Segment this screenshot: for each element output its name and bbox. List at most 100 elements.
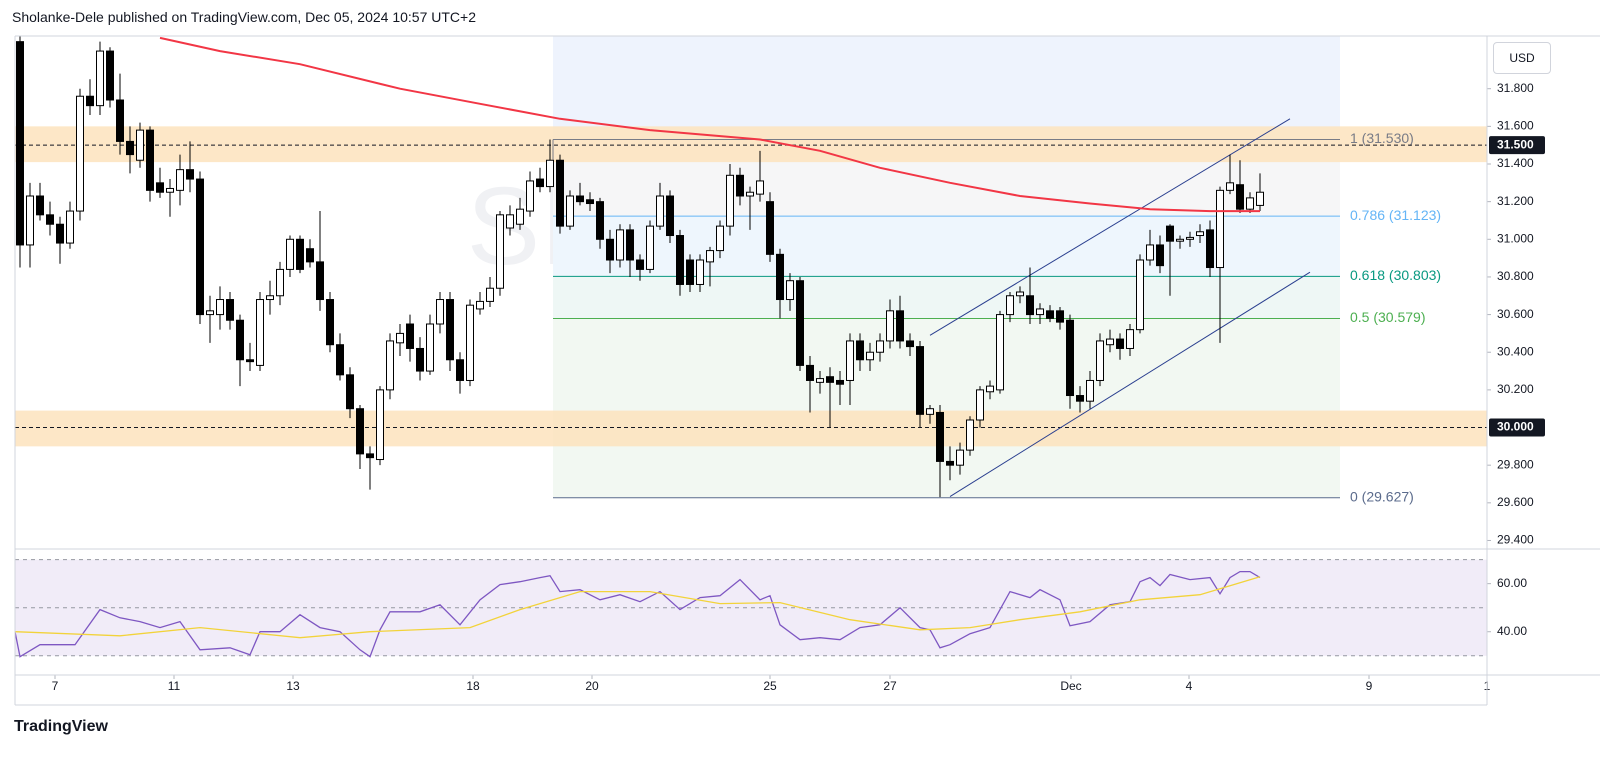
candle-body <box>1006 295 1014 316</box>
candle-body <box>966 419 974 451</box>
y-tick-label: 30.200 <box>1497 382 1534 396</box>
candle-body <box>66 210 74 244</box>
candle-body <box>696 259 704 285</box>
candle-body <box>176 169 184 191</box>
price-tag-label: 31.500 <box>1497 137 1534 151</box>
candle-body <box>956 449 964 466</box>
candle-body <box>306 248 314 263</box>
x-tick-label: 27 <box>883 679 897 693</box>
candle-body <box>976 389 984 421</box>
candle-body <box>656 195 664 227</box>
candle-body <box>1166 225 1174 242</box>
candle-body <box>746 191 754 197</box>
candle-body <box>836 379 844 385</box>
y-tick-label: 60.00 <box>1497 576 1527 590</box>
candle-body <box>536 178 544 188</box>
candle-body <box>916 346 924 415</box>
y-tick-label: 31.000 <box>1497 231 1534 245</box>
x-tick-label: 18 <box>466 679 480 693</box>
candle-body <box>456 359 464 381</box>
candle-body <box>426 323 434 372</box>
candle-body <box>36 195 44 216</box>
y-tick-label: 30.400 <box>1497 344 1534 358</box>
candle-body <box>566 195 574 227</box>
candle-body <box>466 304 474 381</box>
candle-body <box>1076 395 1084 402</box>
candle-body <box>686 259 694 285</box>
candle-body <box>136 129 144 161</box>
candle-body <box>236 319 244 361</box>
candle-body <box>486 287 494 302</box>
candle-body <box>666 195 674 237</box>
fib-label: 0.786 (31.123) <box>1350 207 1441 223</box>
rsi-line <box>14 570 1261 658</box>
candle-body <box>1056 310 1064 323</box>
candle-body <box>126 140 134 156</box>
candle-body <box>1196 231 1204 237</box>
candle-body <box>106 50 114 101</box>
candle-body <box>26 195 34 246</box>
candle-body <box>1016 291 1024 297</box>
candle-body <box>146 129 154 191</box>
candle-body <box>1066 319 1074 397</box>
candle-body <box>1026 295 1034 316</box>
price-tag-label: 30.000 <box>1497 420 1534 434</box>
candle-body <box>1236 184 1244 210</box>
byline: Sholanke-Dele published on TradingView.c… <box>12 9 476 25</box>
candle-body <box>116 99 124 142</box>
candle-body <box>296 238 304 270</box>
candle-body <box>76 95 84 212</box>
candle-body <box>366 453 374 459</box>
candle-body <box>806 364 814 381</box>
candle-body <box>86 95 94 107</box>
brand: TradingView <box>14 718 108 735</box>
x-tick-label: 11 <box>168 679 181 693</box>
zone <box>15 126 1487 163</box>
candle-body <box>246 359 254 363</box>
candle-body <box>556 159 564 227</box>
candle-body <box>876 340 884 353</box>
candle-body <box>266 295 274 301</box>
candle-body <box>1096 340 1104 381</box>
candle-body <box>1106 338 1114 346</box>
candle-body <box>716 225 724 252</box>
y-tick-label: 31.800 <box>1497 81 1534 95</box>
candle-body <box>436 299 444 325</box>
candle-body <box>416 347 424 372</box>
candle-body <box>736 174 744 197</box>
candle-body <box>826 376 834 383</box>
x-tick-label: 13 <box>286 679 300 693</box>
fib-label: 0.618 (30.803) <box>1350 267 1441 283</box>
candle-body <box>186 169 194 180</box>
candle-body <box>206 310 214 316</box>
candle-body <box>1146 244 1154 261</box>
candle-body <box>996 314 1004 391</box>
y-tick-label: 30.600 <box>1497 307 1534 321</box>
currency-button[interactable]: USD <box>1493 42 1551 74</box>
candle-body <box>96 50 104 107</box>
x-tick-label: 25 <box>763 679 777 693</box>
candle-body <box>546 159 554 188</box>
candle-body <box>986 385 994 393</box>
candle-body <box>1216 189 1224 269</box>
candle-body <box>786 280 794 301</box>
candle-body <box>46 214 54 225</box>
fib-label: 0 (29.627) <box>1350 488 1414 504</box>
rsi-line <box>14 576 1261 639</box>
candle-body <box>406 323 414 349</box>
candle-body <box>1086 379 1094 402</box>
price-tag <box>1489 136 1545 155</box>
candle-body <box>856 340 864 361</box>
candle-body <box>526 180 534 212</box>
candle-body <box>446 299 454 361</box>
x-tick-label: 9 <box>1366 679 1373 693</box>
candle-body <box>816 378 824 383</box>
candle-body <box>1246 197 1254 210</box>
candle-body <box>346 374 354 410</box>
candle-body <box>476 300 484 310</box>
candle-body <box>896 310 904 342</box>
candle-body <box>196 178 204 316</box>
fib-label: 1 (31.530) <box>1350 130 1414 146</box>
candle-body <box>936 411 944 462</box>
